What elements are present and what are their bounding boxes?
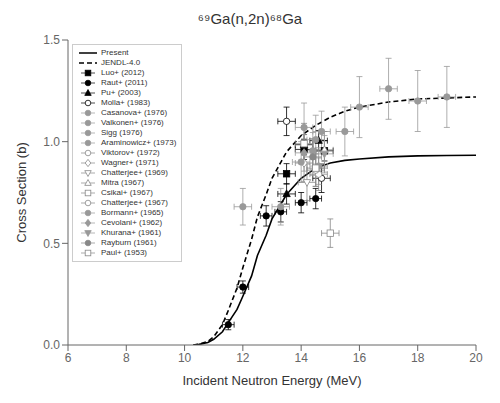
html-text:Valkonen+ (1976): Valkonen+ (1976)	[101, 118, 164, 127]
html-text:Present: Present	[101, 48, 129, 57]
html-text:Casanova+ (1976): Casanova+ (1976)	[101, 108, 167, 117]
html-text:Araminowicz+ (1973): Araminowicz+ (1973)	[101, 138, 177, 147]
html-text:Rayburn (1961): Rayburn (1961)	[101, 238, 157, 247]
svg-text:14: 14	[294, 351, 308, 365]
svg-text:1.5: 1.5	[43, 33, 60, 47]
html-text:Mitra (1967): Mitra (1967)	[101, 178, 145, 187]
html-text:Cevolani+ (1962): Cevolani+ (1962)	[101, 218, 163, 227]
svg-text:8: 8	[123, 351, 130, 365]
html-text:Csikai+ (1967): Csikai+ (1967)	[101, 188, 153, 197]
svg-text:18: 18	[411, 351, 425, 365]
html-text:JENDL-4.0: JENDL-4.0	[101, 58, 141, 67]
html-text:Chatterjee+ (1967): Chatterjee+ (1967)	[101, 198, 168, 207]
svg-text:6: 6	[65, 351, 72, 365]
html-text:Wagner+ (1971): Wagner+ (1971)	[101, 158, 159, 167]
html-text:Paul+ (1953): Paul+ (1953)	[101, 248, 147, 257]
svg-text:Cross Section (b): Cross Section (b)	[14, 142, 29, 242]
svg-text:16: 16	[353, 351, 367, 365]
html-text:Luo+ (2012): Luo+ (2012)	[101, 68, 145, 77]
svg-text:20: 20	[469, 351, 483, 365]
html-text:Raut+ (2011): Raut+ (2011)	[101, 78, 148, 87]
html-text:⁶⁹Ga(n,2n)⁶⁸Ga: ⁶⁹Ga(n,2n)⁶⁸Ga	[197, 10, 303, 27]
html-text:Chatterjee+ (1969): Chatterjee+ (1969)	[101, 168, 168, 177]
svg-text:0.0: 0.0	[43, 338, 60, 352]
html-text:Pu+ (2003): Pu+ (2003)	[101, 88, 141, 97]
html-text:Sigg (1976): Sigg (1976)	[101, 128, 143, 137]
svg-text:1.0: 1.0	[43, 135, 60, 149]
html-text:Bormann+ (1965): Bormann+ (1965)	[101, 208, 164, 217]
svg-text:0.5: 0.5	[43, 237, 60, 251]
html-text:Khurana+ (1961): Khurana+ (1961)	[101, 228, 162, 237]
svg-text:10: 10	[178, 351, 192, 365]
html-text:Molla+ (1983): Molla+ (1983)	[101, 98, 151, 107]
html-text:Viktorov+ (1972): Viktorov+ (1972)	[101, 148, 160, 157]
svg-text:Incident Neutron Energy (MeV): Incident Neutron Energy (MeV)	[182, 373, 361, 388]
svg-text:12: 12	[236, 351, 250, 365]
